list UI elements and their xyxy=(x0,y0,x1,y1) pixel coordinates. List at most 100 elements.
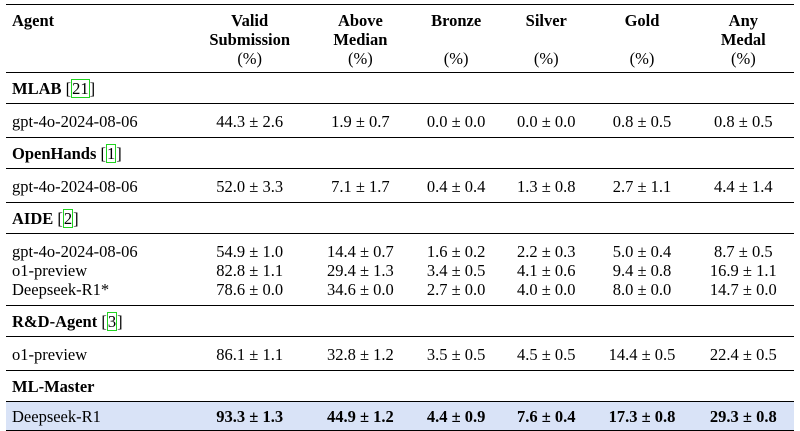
metric-cell: 0.4 ± 0.4 xyxy=(426,177,486,196)
header-any-medal: Any Medal (%) xyxy=(693,5,794,73)
header-label-line1: Silver xyxy=(525,11,567,30)
metric-cell: 4.0 ± 0.0 xyxy=(516,280,576,299)
results-table-figure: Agent Valid Submission (%) Above Median … xyxy=(6,4,794,431)
citation-link[interactable]: [3] xyxy=(97,312,123,331)
metric-cell: 1.6 ± 0.2 xyxy=(426,242,486,261)
table-body: MLAB [21] gpt-4o-2024-08-06 44.3 ± 2.6 1.9 … xyxy=(6,72,794,431)
metric-cell: 78.6 ± 0.0 xyxy=(216,280,284,299)
header-row: Agent Valid Submission (%) Above Median … xyxy=(6,4,794,73)
metric-cell: 32.8 ± 1.2 xyxy=(327,345,394,364)
header-above-median: Above Median (%) xyxy=(310,5,411,73)
group-label: MLAB xyxy=(12,79,62,98)
metric-cell: 2.2 ± 0.3 xyxy=(516,242,576,261)
metric-cell: 5.0 ± 0.4 xyxy=(612,242,672,261)
header-unit: (%) xyxy=(237,49,263,68)
group-name: ML-Master xyxy=(6,371,794,402)
metric-cell: 93.3 ± 1.3 xyxy=(189,401,310,431)
group-label: R&D-Agent xyxy=(12,312,98,331)
group-header-row: ML-Master xyxy=(6,370,794,402)
metric-cell: 17.3 ± 0.8 xyxy=(591,401,693,431)
header-unit: (%) xyxy=(730,49,756,68)
metric-cell: 1.9 ± 0.7 xyxy=(331,112,390,131)
group-label: AIDE xyxy=(12,209,54,228)
metric-cell: 54.9 ± 1.0 xyxy=(216,242,284,261)
metric-cell: 4.1 ± 0.6 xyxy=(516,261,576,280)
metric-cell: 52.0 ± 3.3 xyxy=(216,177,284,196)
header-bronze: Bronze (%) xyxy=(411,5,501,73)
citation-number: 1 xyxy=(106,144,117,163)
header-label-line1: Gold xyxy=(624,11,660,30)
table-row: gpt-4o-2024-08-06 44.3 ± 2.6 1.9 ± 0.7 0.0 … xyxy=(6,103,794,138)
group-header-row: AIDE [2] xyxy=(6,202,794,234)
metric-cell: 3.4 ± 0.5 xyxy=(426,261,486,280)
group-header-row: MLAB [21] xyxy=(6,72,794,104)
metric-cell: 8.0 ± 0.0 xyxy=(612,280,672,299)
metric-cell: 16.9 ± 1.1 xyxy=(709,261,777,280)
model-name-cell: gpt-4o-2024-08-06 xyxy=(12,242,138,261)
citation-link[interactable]: [21] xyxy=(61,79,96,98)
metric-cell: 3.5 ± 0.5 xyxy=(426,345,486,364)
citation-number: 21 xyxy=(71,79,90,98)
metric-cell: 44.9 ± 1.2 xyxy=(309,401,412,431)
header-label-line1: Any xyxy=(728,11,758,30)
metric-cell: 4.4 ± 1.4 xyxy=(714,177,773,196)
metric-cell: 44.3 ± 2.6 xyxy=(216,112,284,131)
header-label-line2: Submission xyxy=(209,30,291,49)
table-row: Deepseek-R1* 78.6 ± 0.0 34.6 ± 0.0 2.7 ± 0.… xyxy=(6,280,794,306)
group-name: AIDE [2] xyxy=(6,203,794,234)
group-name: R&D-Agent [3] xyxy=(6,306,794,337)
citation-link[interactable]: [2] xyxy=(53,209,79,228)
model-name-cell: gpt-4o-2024-08-06 xyxy=(12,112,138,131)
group-header-row: R&D-Agent [3] xyxy=(6,305,794,337)
metric-cell: 82.8 ± 1.1 xyxy=(216,261,284,280)
table-row: Deepseek-R1 93.3 ± 1.3 44.9 ± 1.2 4.4 ± 0.9… xyxy=(6,401,794,431)
table-row: gpt-4o-2024-08-06 54.9 ± 1.0 14.4 ± 0.7 1.6… xyxy=(6,233,794,262)
header-unit: (%) xyxy=(443,49,469,68)
header-label-line1: Valid xyxy=(231,11,269,30)
metric-cell: 29.4 ± 1.3 xyxy=(327,261,394,280)
header-label-line1: Bronze xyxy=(431,11,482,30)
header-gold: Gold (%) xyxy=(591,5,692,73)
metric-cell: 0.8 ± 0.5 xyxy=(714,112,773,131)
metric-cell: 8.7 ± 0.5 xyxy=(714,242,773,261)
metric-cell: 22.4 ± 0.5 xyxy=(709,345,777,364)
metric-cell: 0.8 ± 0.5 xyxy=(612,112,672,131)
group-header-row: OpenHands [1] xyxy=(6,137,794,169)
header-label-line2: Medal xyxy=(720,30,766,49)
metric-cell: 2.7 ± 0.0 xyxy=(426,280,486,299)
model-name-cell: gpt-4o-2024-08-06 xyxy=(12,177,138,196)
metric-cell: 34.6 ± 0.0 xyxy=(327,280,394,299)
citation-number: 3 xyxy=(106,312,118,331)
metric-cell: 14.4 ± 0.7 xyxy=(327,242,394,261)
header-agent: Agent xyxy=(12,11,55,30)
table-row: o1-preview 82.8 ± 1.1 29.4 ± 1.3 3.4 ± 0.5 4… xyxy=(6,261,794,280)
metric-cell: 7.6 ± 0.4 xyxy=(501,401,592,431)
table-row: gpt-4o-2024-08-06 52.0 ± 3.3 7.1 ± 1.7 0.4 … xyxy=(6,168,794,203)
header-unit: (%) xyxy=(629,49,655,68)
metric-cell: 2.7 ± 1.1 xyxy=(612,177,672,196)
metric-cell: 4.5 ± 0.5 xyxy=(516,345,576,364)
metric-cell: 14.4 ± 0.5 xyxy=(608,345,676,364)
header-label-line2: Median xyxy=(333,30,388,49)
header-label-line1: Above xyxy=(337,11,383,30)
header-unit: (%) xyxy=(348,49,373,68)
header-silver: Silver (%) xyxy=(501,5,591,73)
model-name-cell: o1-preview xyxy=(12,345,88,364)
model-name-cell: Deepseek-R1* xyxy=(12,280,110,299)
metric-cell: 0.0 ± 0.0 xyxy=(426,112,486,131)
model-name-cell: o1-preview xyxy=(12,261,88,280)
metric-cell: 0.0 ± 0.0 xyxy=(516,112,576,131)
metric-cell: 86.1 ± 1.1 xyxy=(216,345,284,364)
metric-cell: 9.4 ± 0.8 xyxy=(612,261,672,280)
header-unit: (%) xyxy=(533,49,559,68)
header-valid-submission: Valid Submission (%) xyxy=(190,5,310,73)
group-name: MLAB [21] xyxy=(6,73,794,104)
model-name-cell: Deepseek-R1 xyxy=(6,401,190,431)
group-label: OpenHands xyxy=(12,144,97,163)
citation-link[interactable]: [1] xyxy=(96,144,122,163)
metric-cell: 7.1 ± 1.7 xyxy=(331,177,390,196)
metric-cell: 1.3 ± 0.8 xyxy=(516,177,576,196)
table-header: Agent Valid Submission (%) Above Median … xyxy=(6,4,794,73)
citation-number: 2 xyxy=(62,209,74,228)
metric-cell: 14.7 ± 0.0 xyxy=(709,280,777,299)
